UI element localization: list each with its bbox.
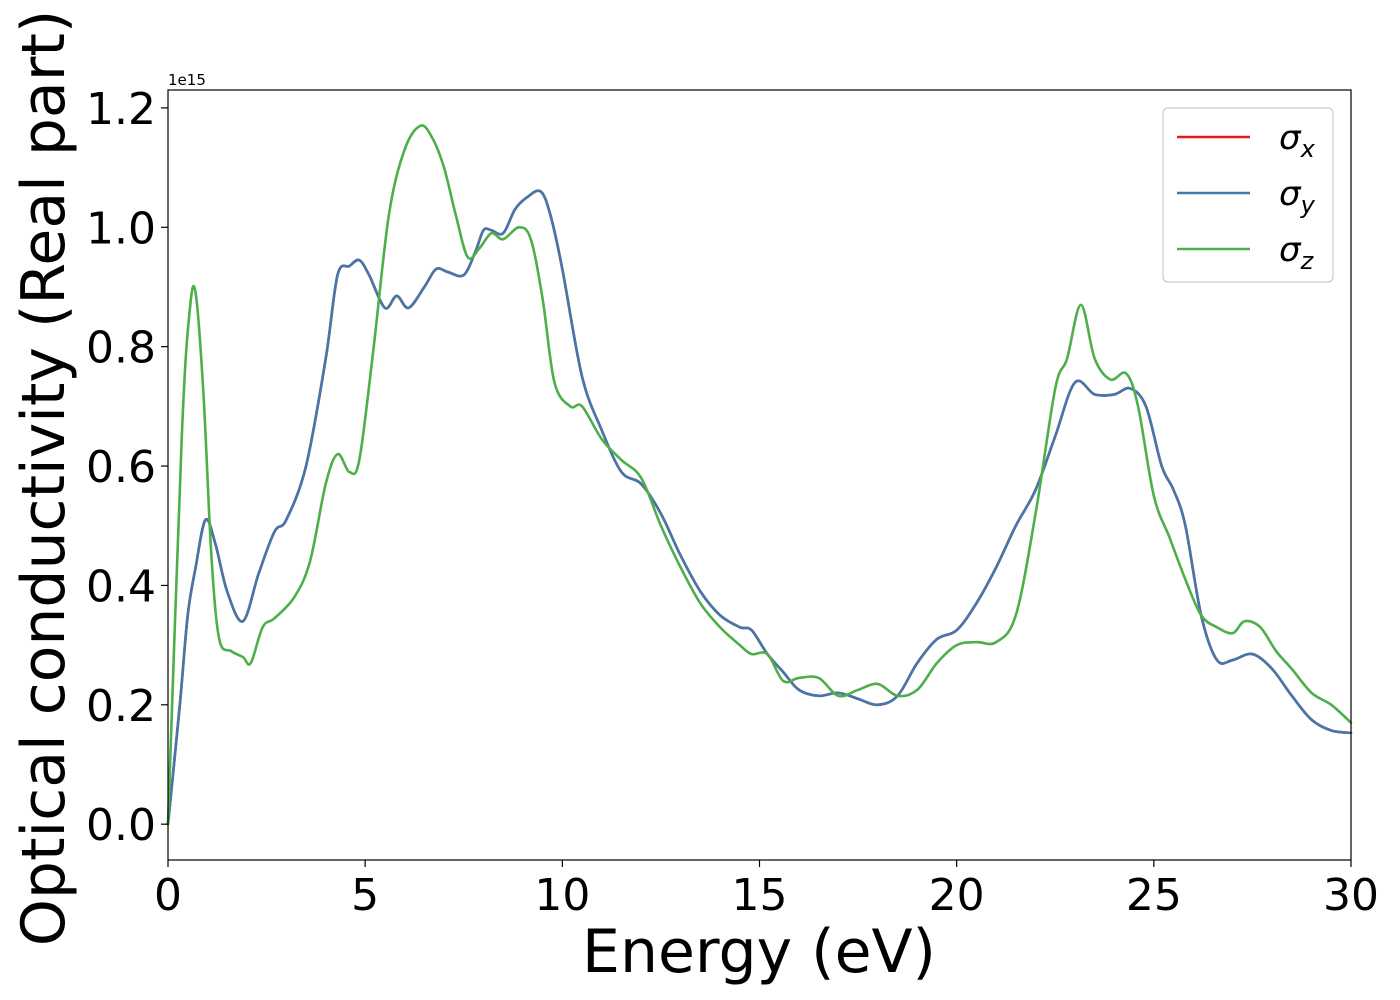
y-tick-label: 0.4 <box>86 561 156 612</box>
x-tick-label: 10 <box>534 870 590 921</box>
series-layer <box>166 124 1353 826</box>
x-tick-label: 15 <box>732 870 788 921</box>
series-line-y <box>166 189 1353 826</box>
series-line-z <box>166 124 1353 826</box>
x-axis-label: Energy (eV) <box>582 917 936 987</box>
y-tick-label: 1.2 <box>86 84 156 135</box>
x-tick-label: 20 <box>929 870 985 921</box>
y-tick-label: 0.8 <box>86 323 156 374</box>
y-tick-label: 0.2 <box>86 681 156 732</box>
y-tick-label: 0.0 <box>86 800 156 851</box>
y-axis-label: Optical conductivity (Real part) <box>9 10 79 947</box>
x-tick-label: 30 <box>1323 870 1379 921</box>
plot-area <box>168 90 1351 860</box>
legend-box <box>1162 107 1334 283</box>
x-axis: 0 5 10 15 20 25 30 <box>154 860 1379 921</box>
y-tick-label: 1.0 <box>86 203 156 254</box>
y-tick-label: 0.6 <box>86 442 156 493</box>
x-tick-label: 0 <box>154 870 182 921</box>
x-tick-label: 5 <box>351 870 379 921</box>
y-offset-label: 1e15 <box>168 71 206 89</box>
x-tick-label: 25 <box>1126 870 1182 921</box>
y-axis: 0.0 0.2 0.4 0.6 0.8 1.0 1.2 <box>86 84 168 851</box>
